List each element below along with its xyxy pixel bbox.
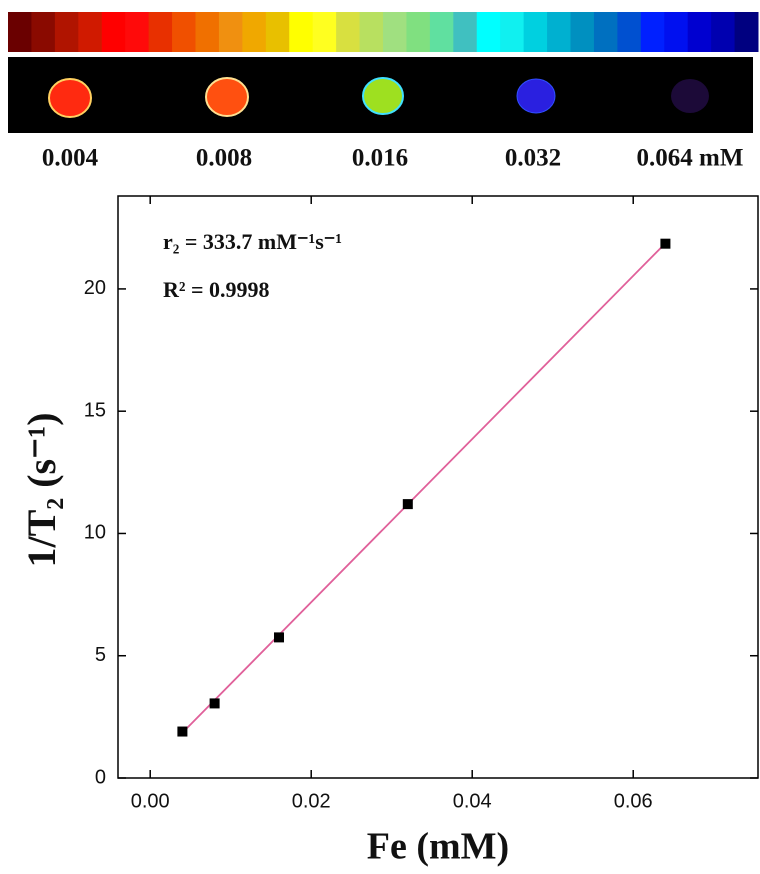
colorbar-segment [735,12,759,52]
colorbar-segment [524,12,548,52]
colorbar-segment [31,12,55,52]
colorbar-segment [500,12,524,52]
fit-line [182,243,665,733]
colorbar-segment [664,12,688,52]
concentration-label: 0.004 [42,145,99,172]
x-axis-label: Fe (mM) [367,826,509,868]
annotation: r₂ = 333.7 mM⁻¹s⁻¹ [163,229,342,254]
colorbar-segment [547,12,571,52]
colorbar-segment [383,12,407,52]
colorbar [8,12,759,52]
data-point [210,698,220,708]
colorbar-segment [266,12,290,52]
colorbar-segment [8,12,32,52]
phantom-spot [363,78,403,114]
colorbar-segment [571,12,595,52]
colorbar-segment [641,12,665,52]
colorbar-segment [477,12,501,52]
colorbar-segment [711,12,735,52]
colorbar-segment [336,12,360,52]
y-tick-label: 10 [84,522,106,544]
x-tick-label: 0.02 [292,790,331,812]
colorbar-segment [78,12,102,52]
colorbar-segment [102,12,126,52]
y-tick-label: 5 [95,644,106,666]
colorbar-segment [242,12,266,52]
data-point [660,239,670,249]
phantom-spot [49,79,91,117]
data-point [274,632,284,642]
concentration-label: 0.032 [505,145,561,172]
colorbar-segment [196,12,220,52]
y-tick-label: 15 [84,399,106,421]
x-tick-label: 0.06 [614,790,653,812]
colorbar-segment [55,12,79,52]
y-tick-label: 20 [84,277,106,299]
phantom-spot [206,78,248,116]
phantom-spot [671,79,709,113]
phantom-spot [517,79,555,113]
concentration-label: 0.016 [352,145,408,172]
figure: 0.004 0.008 0.016 0.032 0.064 mM r₂ = 33… [0,0,760,874]
concentration-label: 0.064 mM [637,145,744,172]
x-tick-label: 0.00 [131,790,170,812]
data-point [177,727,187,737]
colorbar-segment [125,12,149,52]
colorbar-segment [360,12,384,52]
colorbar-segment [149,12,173,52]
y-axis-label: 1/T₂ (s⁻¹) [19,412,64,567]
colorbar-segment [617,12,641,52]
colorbar-segment [313,12,337,52]
colorbar-segment [289,12,313,52]
colorbar-segment [219,12,243,52]
x-tick-label: 0.04 [453,790,492,812]
annotation: R² = 0.9998 [163,277,270,302]
concentration-label: 0.008 [196,145,252,172]
colorbar-segment [406,12,430,52]
colorbar-segment [688,12,712,52]
colorbar-segment [172,12,196,52]
y-tick-label: 0 [95,766,106,788]
data-point [403,499,413,509]
colorbar-segment [430,12,454,52]
colorbar-segment [453,12,477,52]
colorbar-segment [594,12,618,52]
